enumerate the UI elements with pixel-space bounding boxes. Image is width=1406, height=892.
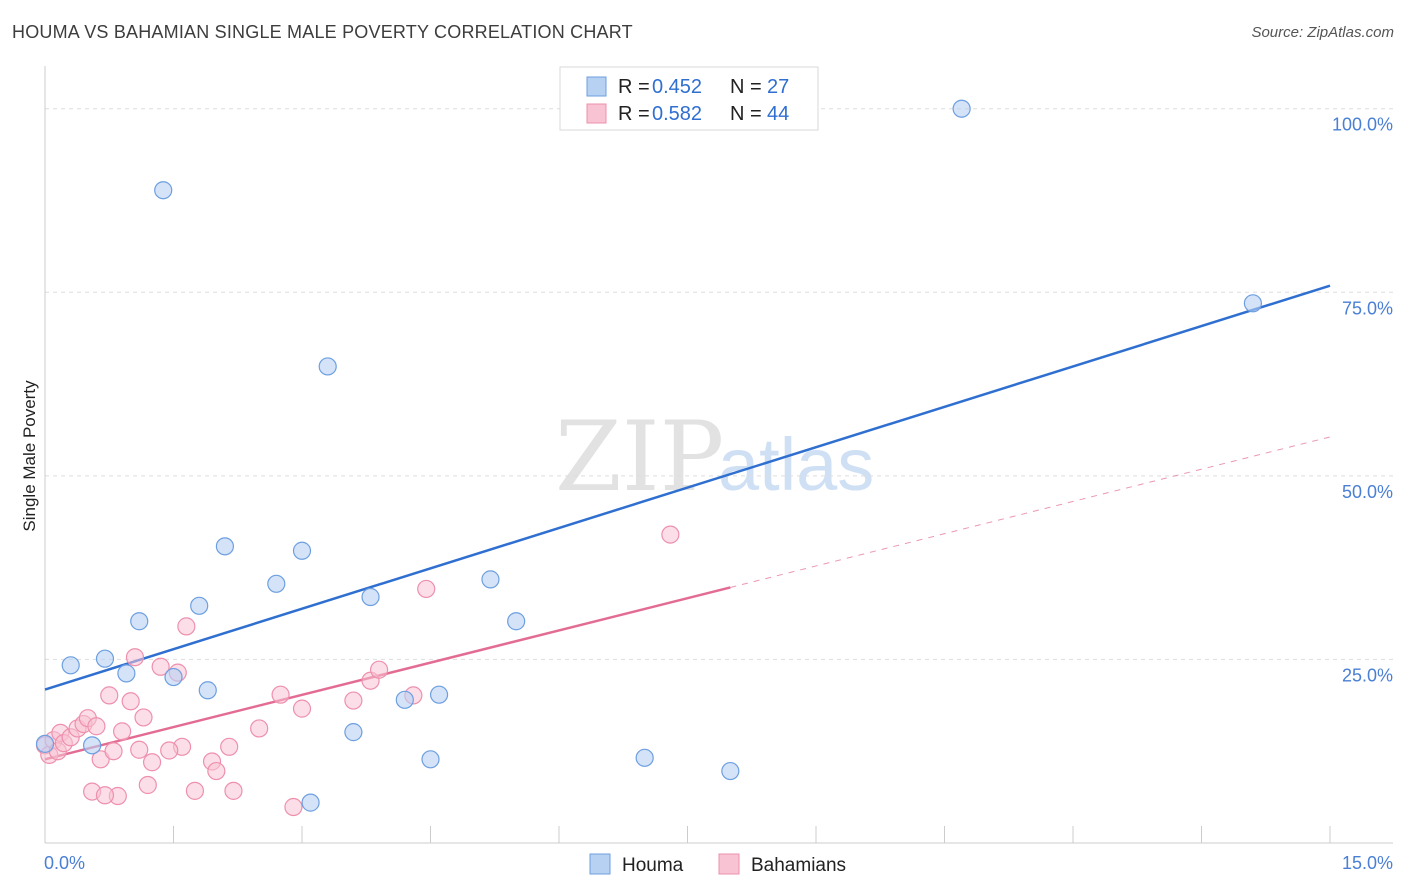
- point-houma: [361, 587, 380, 607]
- trend-line-houma: [44, 284, 1331, 691]
- point-houma: [130, 612, 149, 631]
- watermark-zip: ZIP: [555, 401, 724, 513]
- point-bahamians: [87, 717, 106, 736]
- point-houma: [190, 596, 209, 615]
- point-houma: [395, 690, 414, 709]
- point-houma: [507, 612, 526, 631]
- bottom-legend-swatch-houma: [589, 853, 611, 875]
- point-bahamians: [220, 737, 239, 756]
- point-bahamians: [112, 722, 132, 741]
- point-bahamians: [292, 699, 312, 718]
- point-houma: [154, 181, 173, 200]
- y-tick-label-50: 50.0%: [1342, 482, 1393, 502]
- legend-n-label-bahamians: N =: [730, 103, 762, 125]
- point-bahamians: [370, 660, 389, 679]
- point-bahamians: [134, 708, 153, 727]
- point-houma: [215, 537, 234, 556]
- point-bahamians: [138, 775, 157, 795]
- trend-lines: [44, 284, 1331, 761]
- x-tick-label-max: 15.0%: [1342, 853, 1393, 873]
- point-bahamians: [130, 740, 149, 759]
- trend-line-bahamians: [44, 586, 731, 761]
- point-bahamians: [661, 525, 680, 544]
- point-houma: [164, 667, 183, 687]
- point-bahamians: [91, 750, 110, 769]
- legend-r-label-houma: R =: [618, 76, 650, 98]
- point-houma: [198, 681, 217, 700]
- point-bahamians: [100, 686, 119, 705]
- bottom-legend-label-houma: Houma: [622, 855, 684, 876]
- point-houma: [301, 793, 320, 812]
- axes: [44, 66, 1393, 844]
- point-bahamians: [95, 786, 115, 805]
- point-bahamians: [271, 685, 290, 704]
- legend-n-value-houma: 27: [767, 76, 789, 98]
- legend-r-label-bahamians: R =: [618, 103, 650, 125]
- point-houma: [83, 736, 102, 755]
- y-tick-label-25: 25.0%: [1342, 665, 1393, 685]
- legend-r-value-bahamians: 0.582: [652, 103, 702, 125]
- y-tick-label-75: 75.0%: [1342, 298, 1393, 318]
- legend-r-value-houma: 0.452: [652, 76, 702, 98]
- point-houma: [635, 748, 654, 767]
- point-bahamians: [207, 761, 226, 781]
- legend-n-label-houma: N =: [730, 76, 762, 98]
- stats-legend: R = 0.452 N = 27 R = 0.582 N = 44: [559, 66, 819, 131]
- point-bahamians: [224, 781, 243, 800]
- point-bahamians: [250, 719, 269, 738]
- point-bahamians: [417, 579, 436, 599]
- source-credit: Source: ZipAtlas.com: [1251, 24, 1394, 41]
- point-bahamians: [284, 797, 303, 817]
- y-tick-labels: 25.0% 50.0% 75.0% 100.0%: [1332, 115, 1393, 686]
- point-houma: [429, 685, 449, 704]
- point-bahamians: [142, 753, 162, 772]
- point-bahamians: [104, 742, 123, 761]
- point-houma: [95, 649, 115, 668]
- point-houma: [117, 664, 136, 683]
- point-bahamians: [160, 741, 179, 760]
- point-houma: [267, 574, 286, 593]
- point-bahamians: [151, 657, 170, 676]
- legend-swatch-bahamians: [586, 103, 607, 124]
- point-houma: [481, 570, 500, 589]
- point-bahamians: [344, 691, 363, 710]
- point-houma: [292, 541, 312, 560]
- series-legend: Houma Bahamians: [589, 853, 846, 876]
- bottom-legend-label-bahamians: Bahamians: [751, 855, 846, 876]
- y-axis-label: Single Male Poverty: [20, 380, 39, 532]
- grid: [45, 108, 1393, 660]
- point-bahamians: [177, 617, 196, 636]
- point-bahamians: [185, 781, 205, 800]
- legend-n-value-bahamians: 44: [767, 103, 789, 125]
- x-tick-label-min: 0.0%: [44, 853, 85, 873]
- point-bahamians: [121, 692, 140, 711]
- point-houma: [318, 357, 337, 376]
- point-houma: [35, 734, 55, 753]
- point-houma: [721, 761, 740, 781]
- point-bahamians: [125, 648, 145, 667]
- point-houma: [1243, 294, 1263, 313]
- y-tick-label-100: 100.0%: [1332, 115, 1393, 135]
- bottom-legend-swatch-bahamians: [718, 853, 740, 875]
- point-houma: [952, 99, 971, 118]
- legend-swatch-houma: [586, 76, 607, 97]
- point-houma: [61, 656, 80, 675]
- point-houma: [344, 723, 363, 742]
- chart-title: HOUMA VS BAHAMIAN SINGLE MALE POVERTY CO…: [12, 22, 633, 42]
- point-houma: [421, 750, 440, 769]
